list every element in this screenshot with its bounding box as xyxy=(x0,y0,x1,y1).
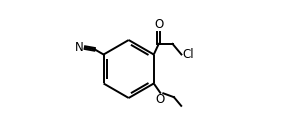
Text: Cl: Cl xyxy=(182,48,194,61)
Text: O: O xyxy=(156,93,165,106)
Text: N: N xyxy=(75,41,84,54)
Text: O: O xyxy=(154,18,163,31)
